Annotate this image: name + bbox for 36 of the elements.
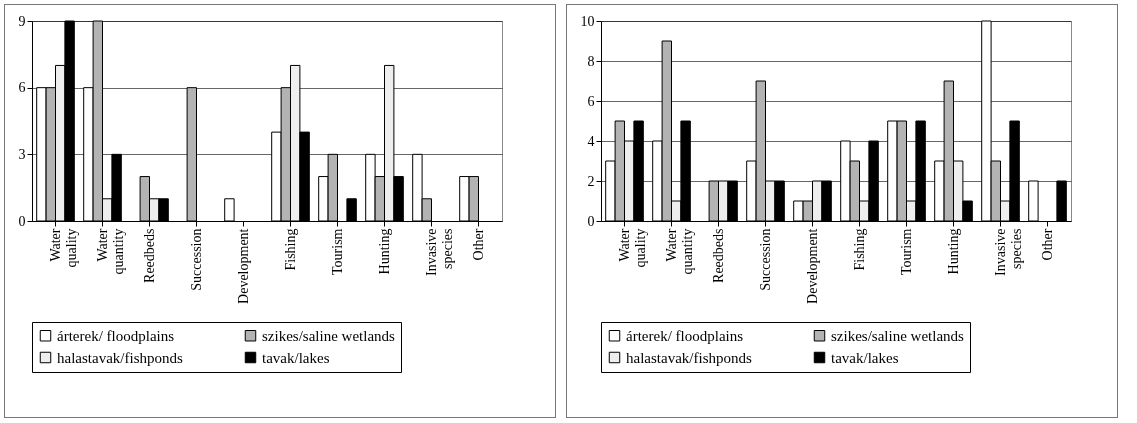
legend-label: halastavak/fishponds [57, 349, 183, 366]
x-tick-label: Other [470, 228, 486, 261]
x-tick-label: Succession [188, 228, 204, 291]
y-tick-label: 6 [587, 93, 595, 109]
legend-label: árterek/ floodplains [57, 327, 175, 344]
x-tick-label: Development [804, 228, 820, 304]
y-tick-label: 10 [580, 13, 595, 29]
y-tick-label: 2 [587, 173, 595, 189]
y-tick-label: 0 [18, 213, 26, 229]
x-tick-label: Succession [757, 228, 773, 291]
x-tick-label: Hunting [945, 228, 961, 275]
x-tick-label: Invasive species [992, 228, 1024, 276]
x-tick-label: Reedbeds [710, 228, 726, 283]
x-tick-label: Reedbeds [141, 228, 157, 283]
legend-label: szikes/saline wetlands [262, 327, 396, 344]
y-tick-label: 3 [18, 146, 26, 162]
x-tick-label: Water quality [47, 228, 79, 268]
x-tick-label: Fishing [282, 228, 298, 271]
y-tick-label: 6 [18, 80, 26, 96]
y-tick-label: 8 [587, 53, 595, 69]
x-tick-label: Tourism [898, 228, 914, 275]
y-tick-label: 4 [587, 133, 595, 149]
legend-label: halastavak/fishponds [626, 349, 752, 366]
legend-label: tavak/lakes [262, 349, 330, 366]
y-tick-label: 9 [18, 13, 26, 29]
legend-label: tavak/lakes [831, 349, 899, 366]
x-tick-label: Tourism [329, 228, 345, 275]
x-tick-label: Hunting [376, 228, 392, 275]
legend-label: szikes/saline wetlands [831, 327, 965, 344]
x-tick-label: Fishing [851, 228, 867, 271]
y-tick-label: 0 [587, 213, 595, 229]
x-tick-label: Water quality [616, 228, 648, 268]
x-tick-label: Other [1039, 228, 1055, 261]
x-tick-label: Invasive species [423, 228, 455, 276]
x-tick-label: Development [235, 228, 251, 304]
legend-label: árterek/ floodplains [626, 327, 744, 344]
